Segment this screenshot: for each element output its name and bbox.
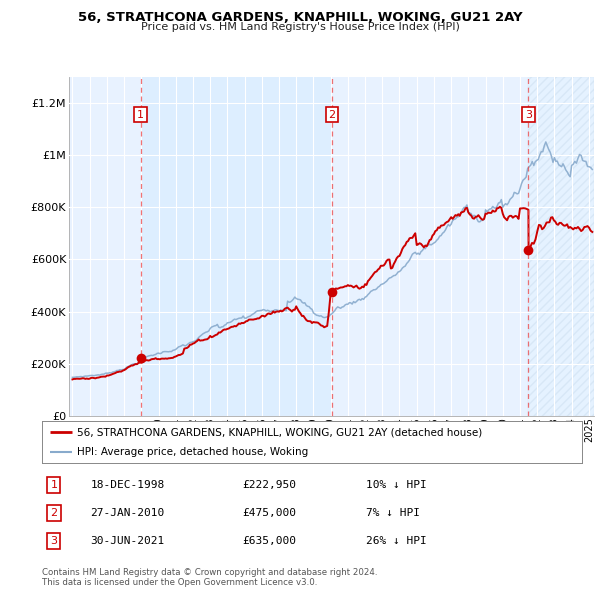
Text: 30-JUN-2021: 30-JUN-2021	[91, 536, 165, 546]
Text: £475,000: £475,000	[242, 508, 296, 517]
Bar	[332, 77, 529, 416]
Bar	[140, 77, 332, 416]
Text: 3: 3	[50, 536, 58, 546]
Text: 56, STRATHCONA GARDENS, KNAPHILL, WOKING, GU21 2AY: 56, STRATHCONA GARDENS, KNAPHILL, WOKING…	[77, 11, 523, 24]
Text: £635,000: £635,000	[242, 536, 296, 546]
Text: 18-DEC-1998: 18-DEC-1998	[91, 480, 165, 490]
Text: 1: 1	[137, 110, 144, 120]
Bar	[69, 77, 140, 416]
Text: 2: 2	[50, 508, 58, 517]
Text: 26% ↓ HPI: 26% ↓ HPI	[366, 536, 427, 546]
Text: 2: 2	[328, 110, 335, 120]
Text: 1: 1	[50, 480, 58, 490]
Text: £222,950: £222,950	[242, 480, 296, 490]
Text: 3: 3	[525, 110, 532, 120]
Bar	[529, 77, 594, 416]
Text: 7% ↓ HPI: 7% ↓ HPI	[366, 508, 420, 517]
Text: 27-JAN-2010: 27-JAN-2010	[91, 508, 165, 517]
Text: 10% ↓ HPI: 10% ↓ HPI	[366, 480, 427, 490]
Text: Contains HM Land Registry data © Crown copyright and database right 2024.: Contains HM Land Registry data © Crown c…	[42, 568, 377, 576]
Text: This data is licensed under the Open Government Licence v3.0.: This data is licensed under the Open Gov…	[42, 578, 317, 587]
Text: HPI: Average price, detached house, Woking: HPI: Average price, detached house, Woki…	[77, 447, 308, 457]
Text: Price paid vs. HM Land Registry's House Price Index (HPI): Price paid vs. HM Land Registry's House …	[140, 22, 460, 32]
Text: 56, STRATHCONA GARDENS, KNAPHILL, WOKING, GU21 2AY (detached house): 56, STRATHCONA GARDENS, KNAPHILL, WOKING…	[77, 427, 482, 437]
Bar	[529, 77, 594, 416]
